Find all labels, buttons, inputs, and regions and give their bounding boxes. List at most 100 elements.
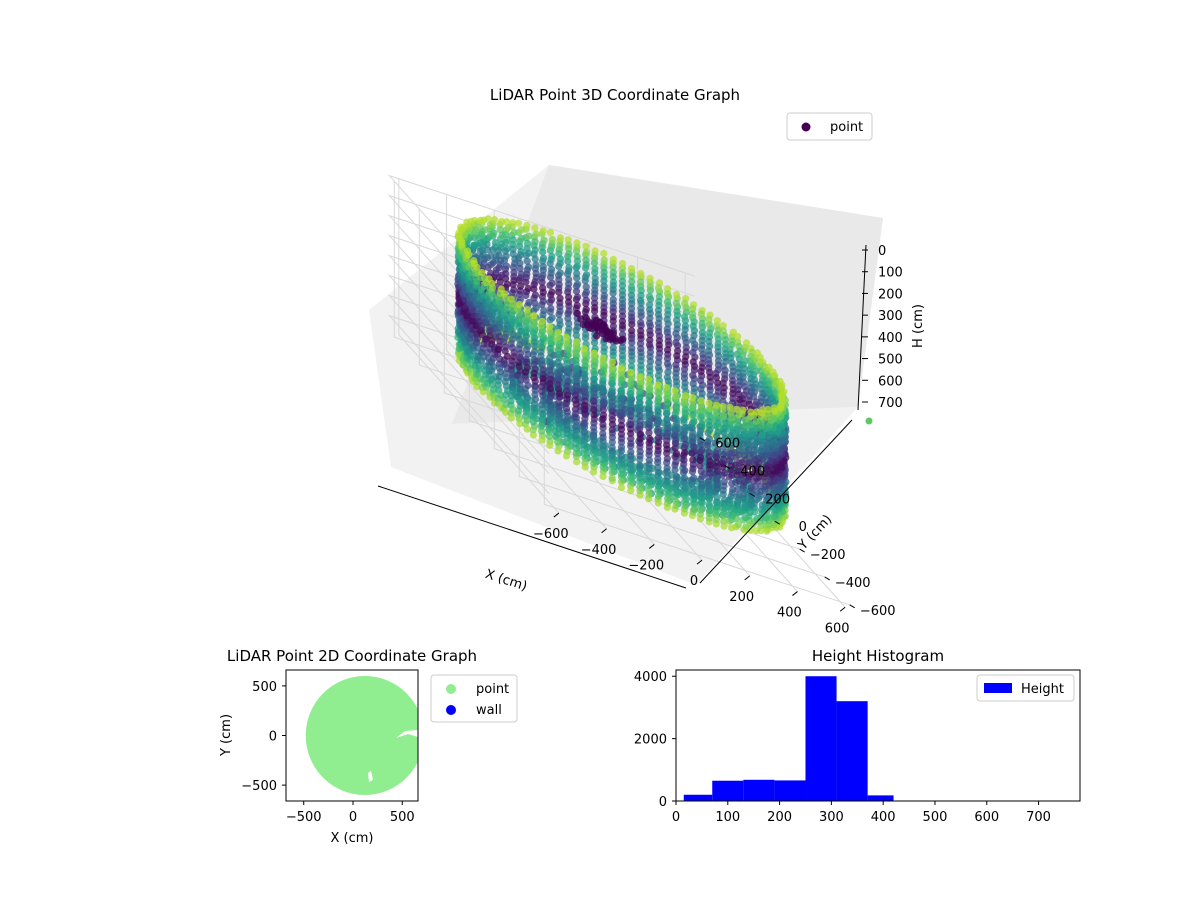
point-3d (663, 455, 671, 463)
point-3d (646, 327, 654, 335)
z-tick-label-3d: 700 (878, 396, 903, 411)
point-3d (690, 366, 699, 374)
point-3d (473, 334, 481, 343)
point-3d (688, 480, 696, 488)
point-3d (628, 278, 636, 286)
point-3d (608, 452, 616, 460)
point-3d (491, 302, 499, 310)
point-3d (608, 438, 616, 446)
legend-histogram-frame (976, 674, 1075, 702)
x-tick-3d (601, 528, 607, 534)
point-3d (735, 491, 743, 499)
point-3d (752, 380, 760, 388)
point-3d (525, 263, 533, 271)
point-3d (617, 470, 626, 478)
histogram-bar (743, 779, 775, 801)
point-3d (562, 404, 571, 412)
point-3d (617, 408, 626, 417)
point-cloud-3d (454, 215, 790, 535)
point-3d (582, 296, 590, 304)
point-3d (705, 435, 714, 443)
point-3d (498, 231, 506, 239)
point-3d (673, 419, 681, 427)
x-tick-label-3d: −200 (628, 558, 664, 573)
point-3d (524, 284, 532, 293)
point-3d (720, 412, 728, 420)
point-3d (712, 374, 721, 382)
point-3d (664, 346, 672, 354)
point-3d (721, 336, 730, 344)
point-3d (608, 398, 616, 406)
point-3d (573, 458, 581, 466)
point-3d (573, 262, 581, 270)
point-3d (565, 302, 573, 310)
chart-3d-title: LiDAR Point 3D Coordinate Graph (490, 86, 740, 104)
point-3d (654, 455, 662, 463)
z-tick-label-3d: 100 (878, 266, 903, 281)
point-3d (761, 477, 769, 486)
point-3d (627, 400, 635, 408)
point-3d (516, 398, 525, 406)
point-3d (600, 308, 608, 316)
point-3d (529, 431, 538, 439)
point-3d (581, 388, 589, 396)
x-axis-3d (377, 485, 687, 589)
x-tick-label-histogram: 200 (767, 810, 792, 825)
point-3d (663, 325, 671, 333)
point-3d (548, 314, 556, 322)
point-3d (758, 501, 766, 509)
point-3d (517, 270, 526, 278)
point-3d (502, 343, 510, 351)
point-3d (523, 364, 531, 372)
point-3d (740, 478, 749, 486)
x-tick-3d (696, 559, 703, 565)
point-3d (517, 315, 525, 323)
point-3d (663, 445, 671, 453)
point-3d (645, 473, 653, 481)
point-3d (518, 226, 526, 234)
point-3d (628, 335, 636, 343)
point-3d (741, 456, 750, 464)
point-cloud-2d (305, 675, 418, 796)
point-3d (712, 409, 720, 417)
point-3d (728, 441, 737, 449)
point-3d (548, 235, 556, 244)
point-3d (503, 236, 511, 244)
point-3d (645, 429, 653, 437)
point-3d (727, 414, 736, 422)
point-3d (663, 290, 672, 298)
point-3d (681, 440, 690, 448)
stray-point (865, 417, 873, 425)
point-3d (680, 456, 688, 464)
point-3d (689, 336, 697, 344)
histogram-title: Height Histogram (812, 647, 944, 665)
point-3d (573, 301, 581, 309)
point-3d (735, 477, 743, 485)
point-3d (498, 240, 506, 248)
y-axis-3d (699, 419, 853, 584)
point-3d (681, 466, 689, 475)
point-3d (618, 347, 627, 355)
point-3d (591, 265, 599, 273)
point-3d (524, 394, 532, 402)
point-3d (697, 493, 706, 501)
point-3d (554, 346, 562, 354)
z-tick-label-3d: 200 (878, 287, 903, 302)
x-tick-label-3d: 0 (690, 574, 698, 589)
point-3d (664, 495, 672, 503)
point-3d (728, 524, 736, 532)
legend-2d-marker-point (446, 684, 456, 694)
point-3d (590, 459, 598, 467)
point-3d (565, 250, 573, 258)
point-3d (645, 385, 653, 394)
point-3d (672, 436, 680, 444)
x-tick-label-histogram: 400 (871, 810, 896, 825)
y-tick-label-3d: −600 (860, 604, 896, 619)
point-3d (646, 292, 654, 301)
point-3d (705, 337, 713, 345)
point-3d (580, 345, 589, 353)
point-3d (555, 399, 563, 407)
point-3d (580, 428, 589, 436)
point-3d (617, 443, 626, 451)
